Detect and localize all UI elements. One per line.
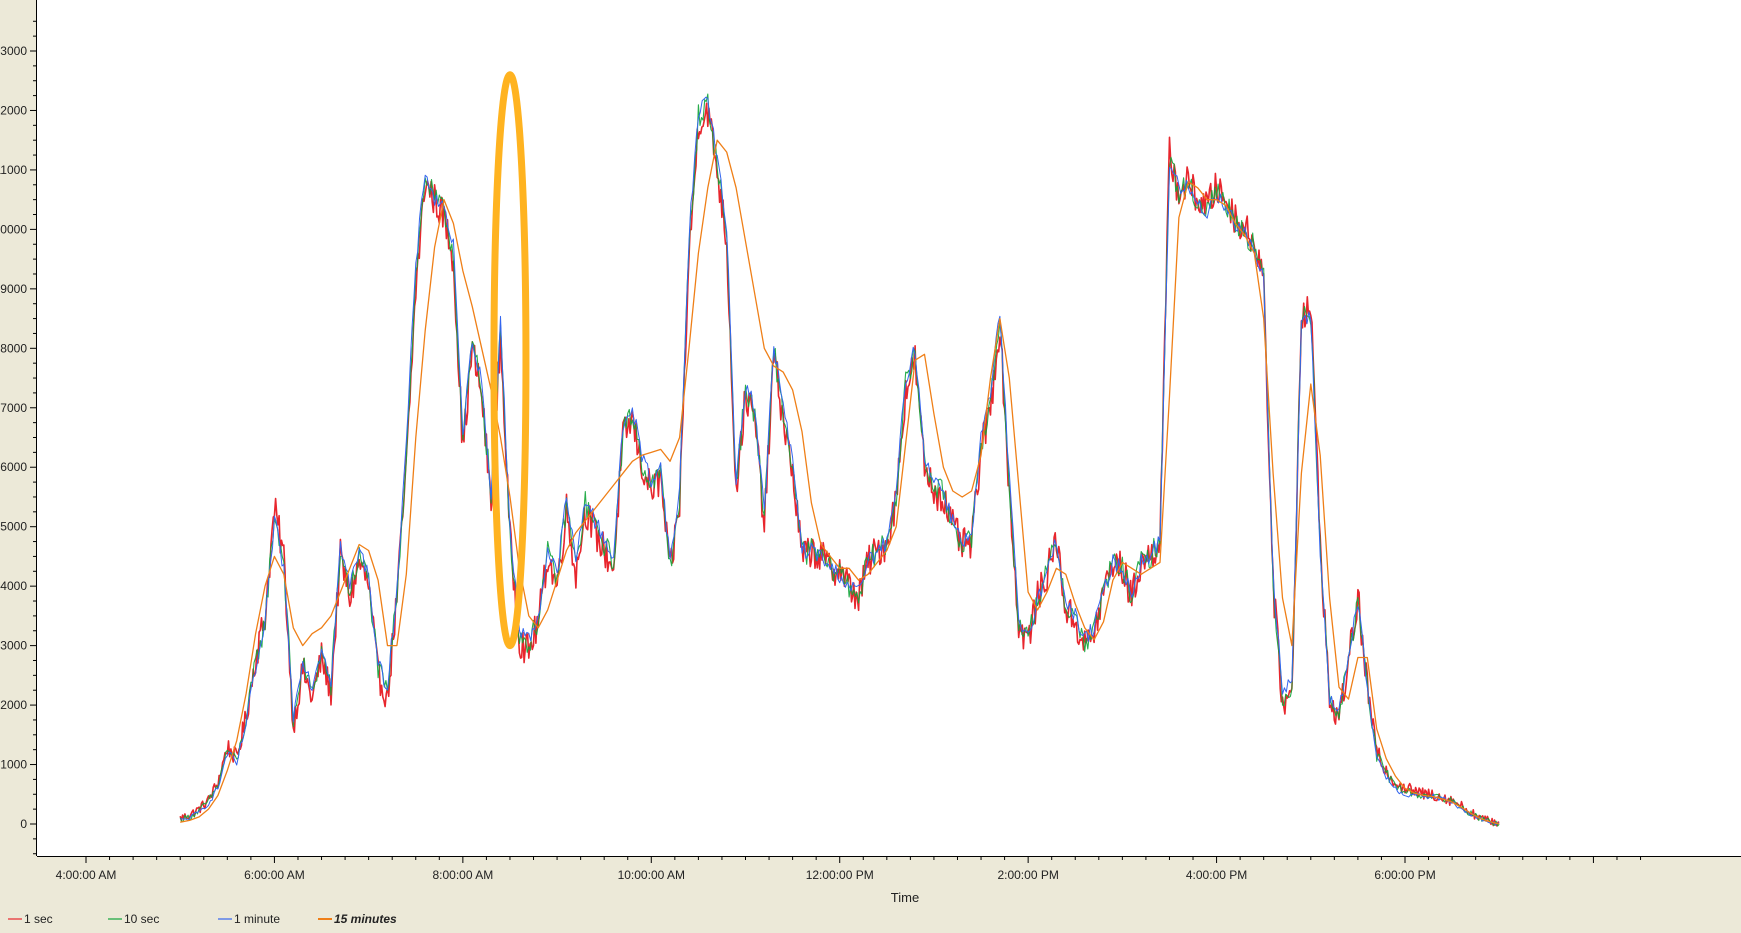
y-tick-label: 7000 bbox=[0, 401, 27, 415]
legend-item: 1 sec bbox=[8, 912, 53, 926]
legend-item: 1 minute bbox=[218, 912, 280, 926]
y-tick-label: 12000 bbox=[0, 103, 27, 117]
series-line-1-minute bbox=[180, 96, 1500, 826]
x-tick-label: 4:00:00 PM bbox=[1186, 868, 1247, 882]
y-tick-label: 9000 bbox=[0, 282, 27, 296]
y-tick-label: 0 bbox=[20, 817, 27, 831]
x-tick-label: 12:00:00 PM bbox=[806, 868, 874, 882]
plot-area bbox=[37, 0, 1741, 856]
x-axis: 4:00:00 AM 6:00:00 AM 8:00:00 AM 10:00:00 A… bbox=[37, 856, 1741, 882]
highlight-ellipse bbox=[490, 71, 530, 650]
legend-item: 15 minutes bbox=[318, 912, 397, 926]
legend-label: 10 sec bbox=[124, 912, 159, 926]
y-tick-label: 8000 bbox=[0, 341, 27, 355]
y-axis: 0 1000 2000 3000 4000 5000 6000 7000 8000 9000 100… bbox=[0, 0, 37, 856]
x-tick-label: 4:00:00 AM bbox=[56, 868, 117, 882]
x-tick-label: 2:00:00 PM bbox=[997, 868, 1058, 882]
legend-label: 1 sec bbox=[24, 912, 53, 926]
y-tick-label: 3000 bbox=[0, 639, 27, 653]
legend-item: 10 sec bbox=[108, 912, 159, 926]
y-tick-label: 1000 bbox=[0, 758, 27, 772]
series-layer bbox=[179, 93, 1500, 827]
x-tick-label: 6:00:00 AM bbox=[244, 868, 305, 882]
legend: 1 sec 10 sec 1 minute 15 minutes bbox=[8, 912, 397, 926]
y-tick-label: 13000 bbox=[0, 44, 27, 58]
y-tick-label: 11000 bbox=[0, 163, 27, 177]
x-tick-label: 6:00:00 PM bbox=[1374, 868, 1435, 882]
x-axis-panel bbox=[0, 856, 1741, 933]
y-tick-label: 2000 bbox=[0, 698, 27, 712]
x-tick-label: 10:00:00 AM bbox=[618, 868, 685, 882]
legend-label: 1 minute bbox=[234, 912, 280, 926]
y-tick-label: 6000 bbox=[0, 460, 27, 474]
y-tick-label: 5000 bbox=[0, 520, 27, 534]
x-axis-title: Time bbox=[891, 890, 919, 905]
annotation-layer bbox=[490, 71, 530, 650]
y-tick-label: 4000 bbox=[0, 579, 27, 593]
x-tick-label: 8:00:00 AM bbox=[432, 868, 493, 882]
legend-label: 15 minutes bbox=[334, 912, 397, 926]
y-tick-label: 10000 bbox=[0, 222, 27, 236]
series-line-15-minutes bbox=[180, 139, 1500, 825]
y-axis-panel bbox=[0, 0, 37, 856]
